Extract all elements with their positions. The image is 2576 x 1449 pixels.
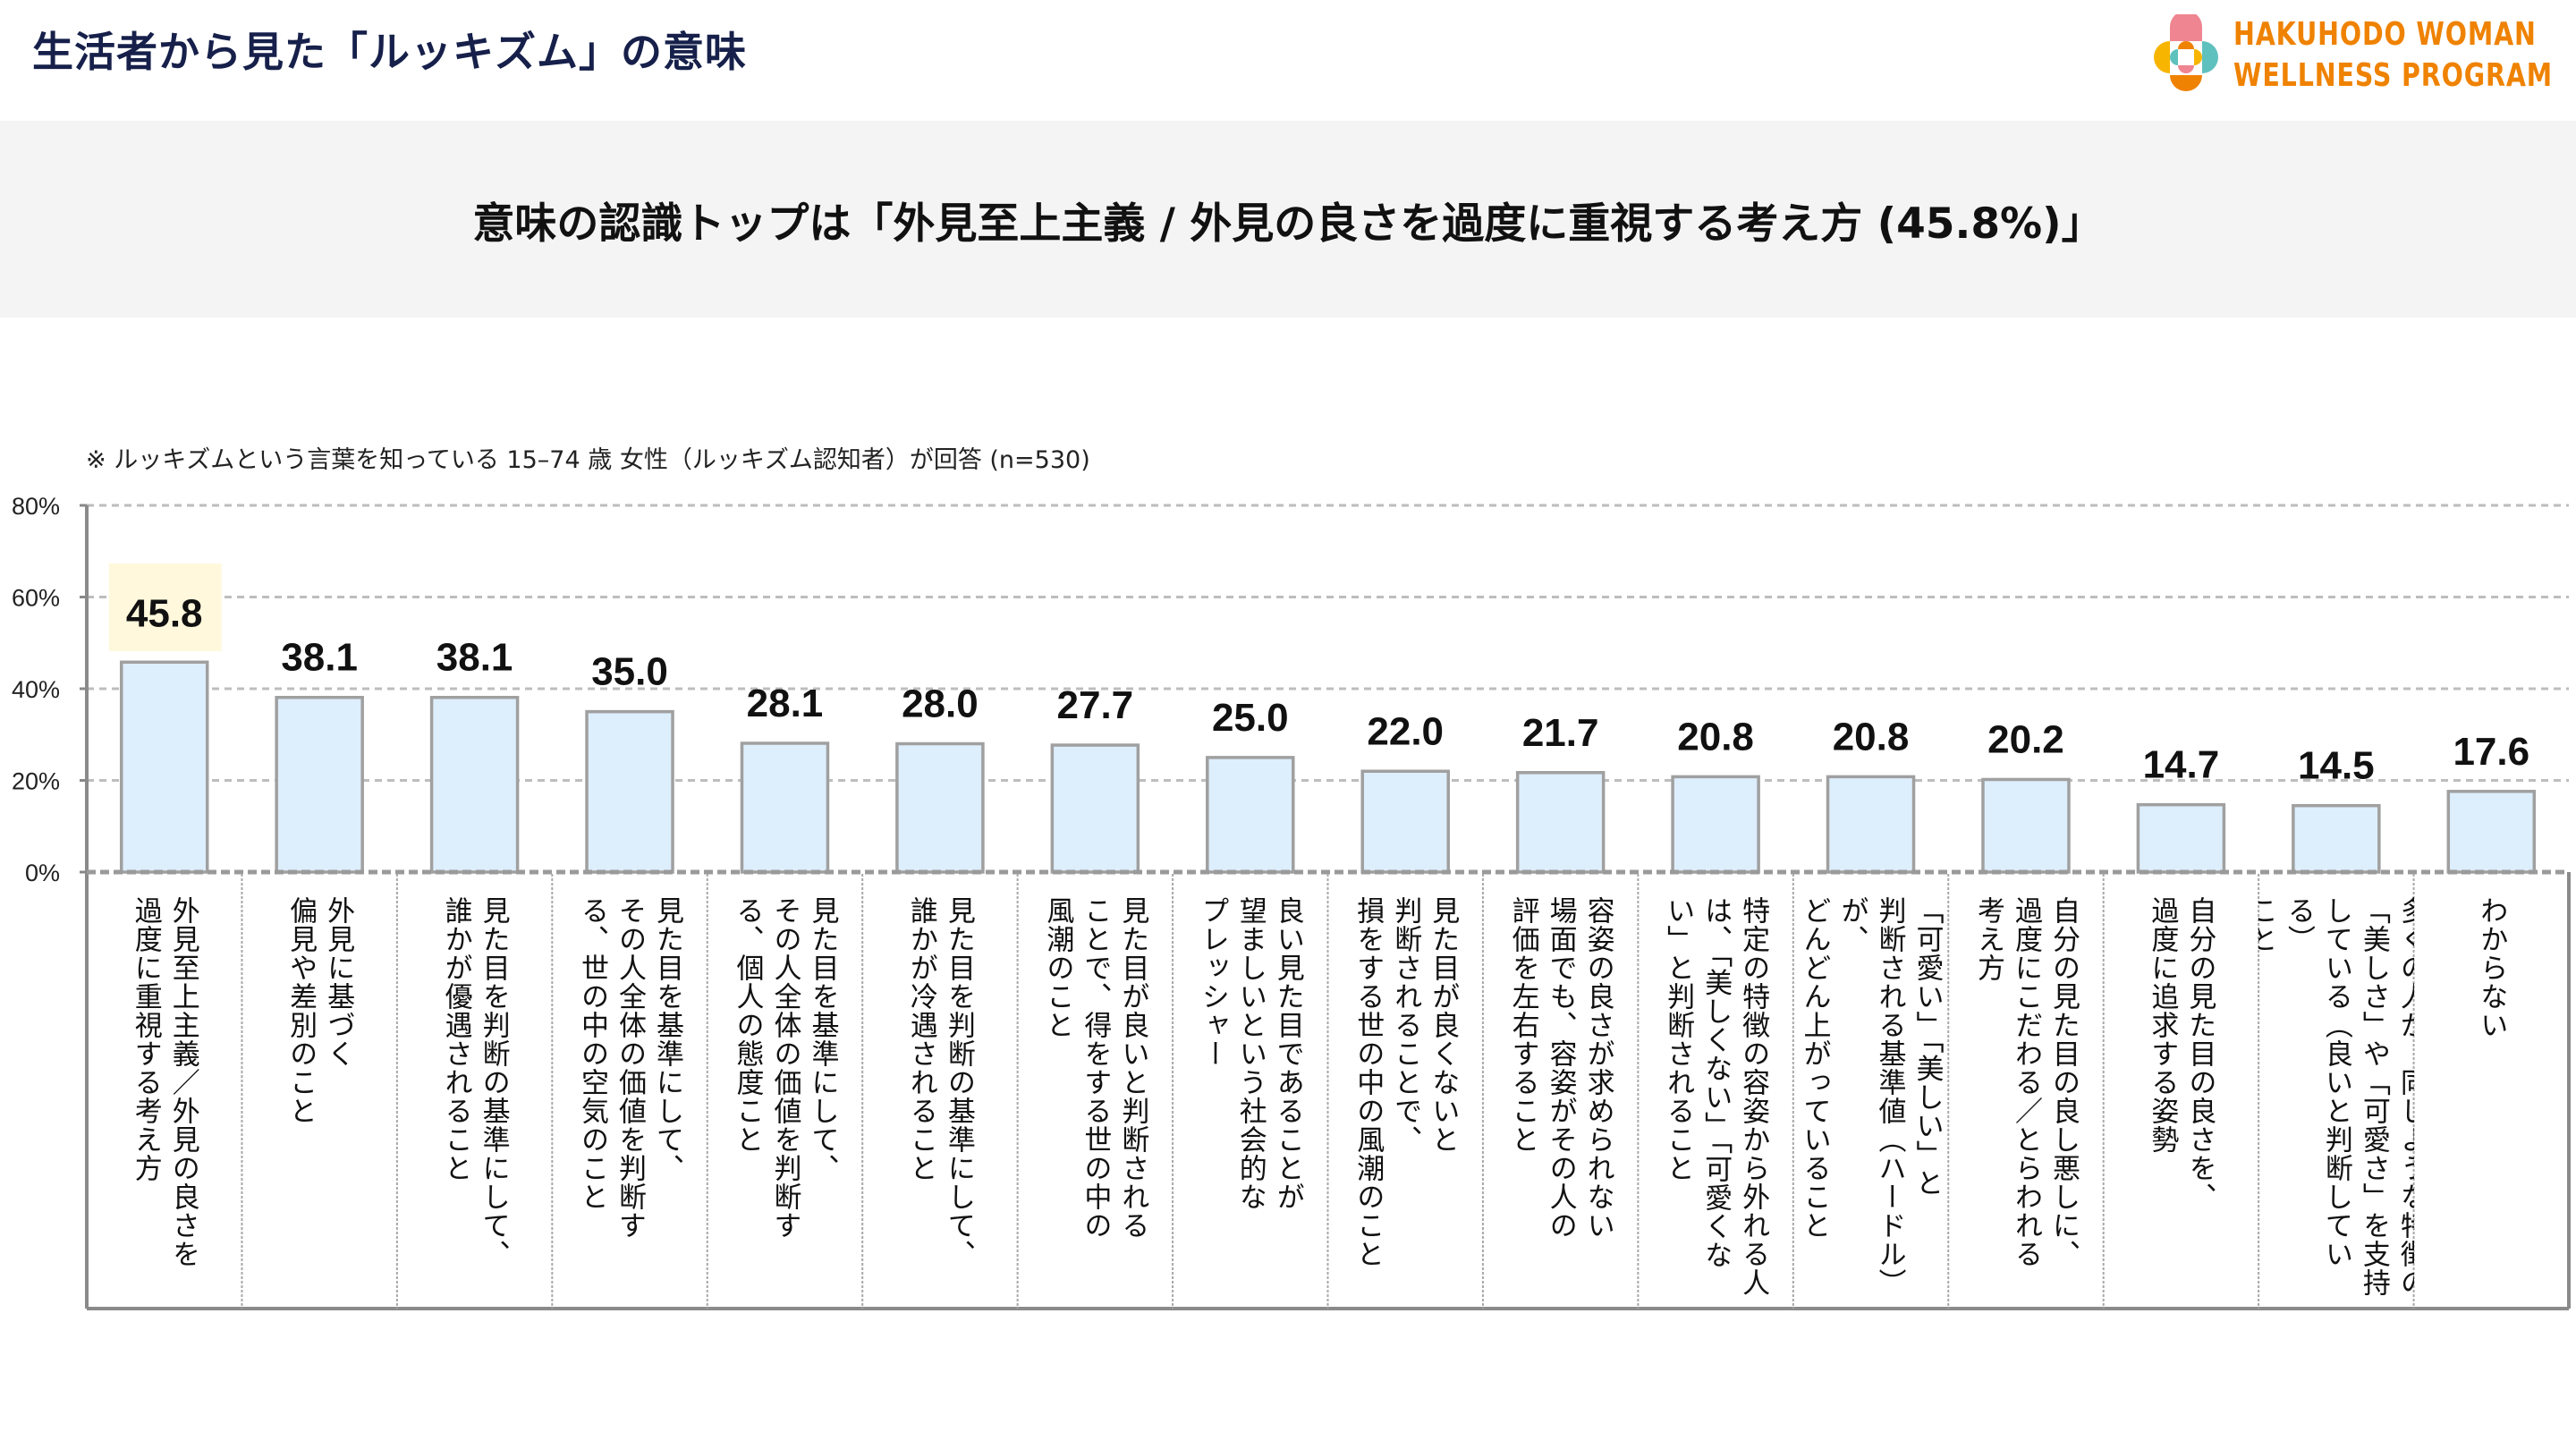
bar: [1206, 756, 1295, 874]
category-cell: 「可愛い」「美しい」と 判断される基準値（ハードル）が、 どんどん上がっているこ…: [1793, 877, 1948, 1306]
bar: [2292, 803, 2381, 874]
headline: 意味の認識トップは「外見至上主義 / 外見の良さを過度に重視する考え方 (45.…: [472, 199, 2104, 249]
category-label: 見た目が良くないと 判断されることで、 損をする世の中の風潮のこと: [1352, 896, 1460, 1268]
category-label: わからない: [2475, 896, 2508, 1039]
brand-line-2: WELLNESS PROGRAM: [2233, 57, 2554, 94]
y-tick-label: 0%: [25, 860, 60, 886]
category-label: 良い見た目であることが 望ましいという社会的な プレッシャー: [1196, 896, 1304, 1211]
category-label: 見た目が良いと判断される ことで、得をする世の中の 風潮のこと: [1041, 896, 1149, 1240]
flower-quatrefoil-logo-icon: [2154, 14, 2218, 91]
value-labels: 45.8 38.1 38.1 35.0 28.1 28.0 27.7 25.0 22.0 21.7…: [126, 591, 2529, 787]
bar: [429, 695, 520, 874]
category-cell: 外見に基づく 偏見や差別のこと: [242, 877, 396, 1306]
bar: [1981, 777, 2071, 874]
category-cell: 良い見た目であることが 望ましいという社会的な プレッシャー: [1173, 877, 1327, 1306]
category-cell: 見た目を判断の基準にして、 誰かが冷遇されること: [862, 877, 1017, 1306]
bar: [2136, 802, 2226, 874]
category-cell: 容姿の良さが求められない 場面でも、容姿がその人の 評価を左右すること: [1483, 877, 1638, 1306]
category-cell: 多くの人が、同じような特徴の 「美しさ」や「可愛さ」を支持 している（良いと判断…: [2258, 877, 2413, 1306]
data-label: 38.1: [281, 636, 358, 680]
bar: [895, 741, 985, 874]
category-cell: 外見至上主義／外見の良さを 過度に重視する考え方: [87, 877, 242, 1306]
category-cell: 見た目を基準にして、 その人全体の価値を判断す る、世の中の空気のこと: [552, 877, 707, 1306]
category-label: 見た目を基準にして、 その人全体の価値を判断す る、個人の態度こと: [731, 896, 839, 1240]
category-label: 見た目を判断の基準にして、 誰かが冷遇されること: [904, 896, 975, 1268]
bar-chart: 0% 20% 40% 60% 80% 45.8 38.1 38.1 35.0 28.1 28.0 2…: [12, 493, 2571, 1310]
category-label: 容姿の良さが求められない 場面でも、容姿がその人の 評価を左右すること: [1506, 896, 1614, 1240]
bar: [1671, 775, 1760, 874]
page-title: 生活者から見た「ルッキズム」の意味: [32, 28, 747, 76]
category-cell: わからない: [2414, 877, 2569, 1306]
bar: [119, 660, 209, 874]
category-label: 多くの人が、同じような特徴の 「美しさ」や「可愛さ」を支持 している（良いと判断…: [2258, 896, 2414, 1297]
y-tick-label: 60%: [12, 585, 60, 612]
data-label: 25.0: [1212, 696, 1289, 740]
data-label: 14.7: [2143, 743, 2220, 787]
data-label: 45.8: [126, 591, 203, 635]
bar: [275, 695, 364, 874]
category-cell: 自分の見た目の良し悪しに、 過度にこだわる／とらわれる 考え方: [1948, 877, 2103, 1306]
data-label: 28.0: [902, 682, 979, 726]
category-label: 特定の特徴の容姿から外れる人 は、「美しくない」「可愛くな い」と判断されること: [1662, 896, 1770, 1297]
y-tick-label: 20%: [12, 768, 60, 795]
data-label: 14.5: [2298, 744, 2375, 788]
bar: [1360, 769, 1450, 874]
brand-line-1: HAKUHODO WOMAN: [2233, 16, 2537, 53]
data-label: 20.2: [1987, 717, 2064, 761]
category-label: 見た目を基準にして、 その人全体の価値を判断す る、世の中の空気のこと: [576, 896, 684, 1240]
category-label: 外見に基づく 偏見や差別のこと: [284, 896, 355, 1125]
brand-logo: HAKUHODO WOMAN WELLNESS PROGRAM: [2150, 14, 2562, 95]
category-label: 自分の見た目の良さを、 過度に追求する姿勢: [2146, 896, 2216, 1211]
data-label: 38.1: [436, 636, 513, 680]
category-label: 「可愛い」「美しい」と 判断される基準値（ハードル）が、 どんどん上がっているこ…: [1798, 896, 1944, 1297]
category-cell: 特定の特徴の容姿から外れる人 は、「美しくない」「可愛くな い」と判断されること: [1638, 877, 1792, 1306]
data-label: 20.8: [1833, 715, 1910, 758]
y-tick-label: 40%: [12, 676, 60, 703]
y-axis-ticks: 0% 20% 40% 60% 80%: [12, 493, 60, 886]
data-label: 27.7: [1057, 683, 1134, 727]
data-label: 20.8: [1677, 715, 1754, 758]
highlight-box: [108, 564, 222, 651]
bar: [585, 709, 674, 874]
highlight-layer: [108, 564, 222, 651]
brand-name: HAKUHODO WOMAN WELLNESS PROGRAM: [2233, 14, 2553, 97]
category-cell: 見た目が良いと判断される ことで、得をする世の中の 風潮のこと: [1018, 877, 1173, 1306]
bars: [119, 660, 2537, 874]
category-label: 見た目を判断の基準にして、 誰かが優遇されること: [439, 896, 510, 1268]
category-label: 自分の見た目の良し悪しに、 過度にこだわる／とらわれる 考え方: [1971, 896, 2080, 1268]
data-label: 21.7: [1522, 711, 1599, 755]
category-cell: 見た目を基準にして、 その人全体の価値を判断す る、個人の態度こと: [708, 877, 862, 1306]
data-label: 35.0: [591, 650, 668, 694]
bar: [1515, 771, 1606, 874]
headline-band: 意味の認識トップは「外見至上主義 / 外見の良さを過度に重視する考え方 (45.…: [0, 121, 2576, 318]
data-label: 17.6: [2453, 730, 2529, 774]
survey-note: ※ ルッキズムという言葉を知っている 15–74 歳 女性（ルッキズム認知者）が…: [86, 446, 1090, 474]
category-label: 外見至上主義／外見の良さを 過度に重視する考え方: [129, 896, 199, 1268]
bar: [2446, 790, 2537, 874]
y-tick-label: 80%: [12, 493, 60, 520]
bar: [1826, 775, 1916, 874]
bar: [740, 741, 830, 874]
bar: [1050, 743, 1140, 874]
data-label: 28.1: [747, 682, 824, 725]
category-cell: 見た目が良くないと 判断されることで、 損をする世の中の風潮のこと: [1328, 877, 1483, 1306]
category-cell: 見た目を判断の基準にして、 誰かが優遇されること: [397, 877, 552, 1306]
category-frame: [87, 869, 2571, 1310]
data-label: 22.0: [1367, 709, 1444, 753]
category-cell: 自分の見た目の良さを、 過度に追求する姿勢: [2104, 877, 2258, 1306]
